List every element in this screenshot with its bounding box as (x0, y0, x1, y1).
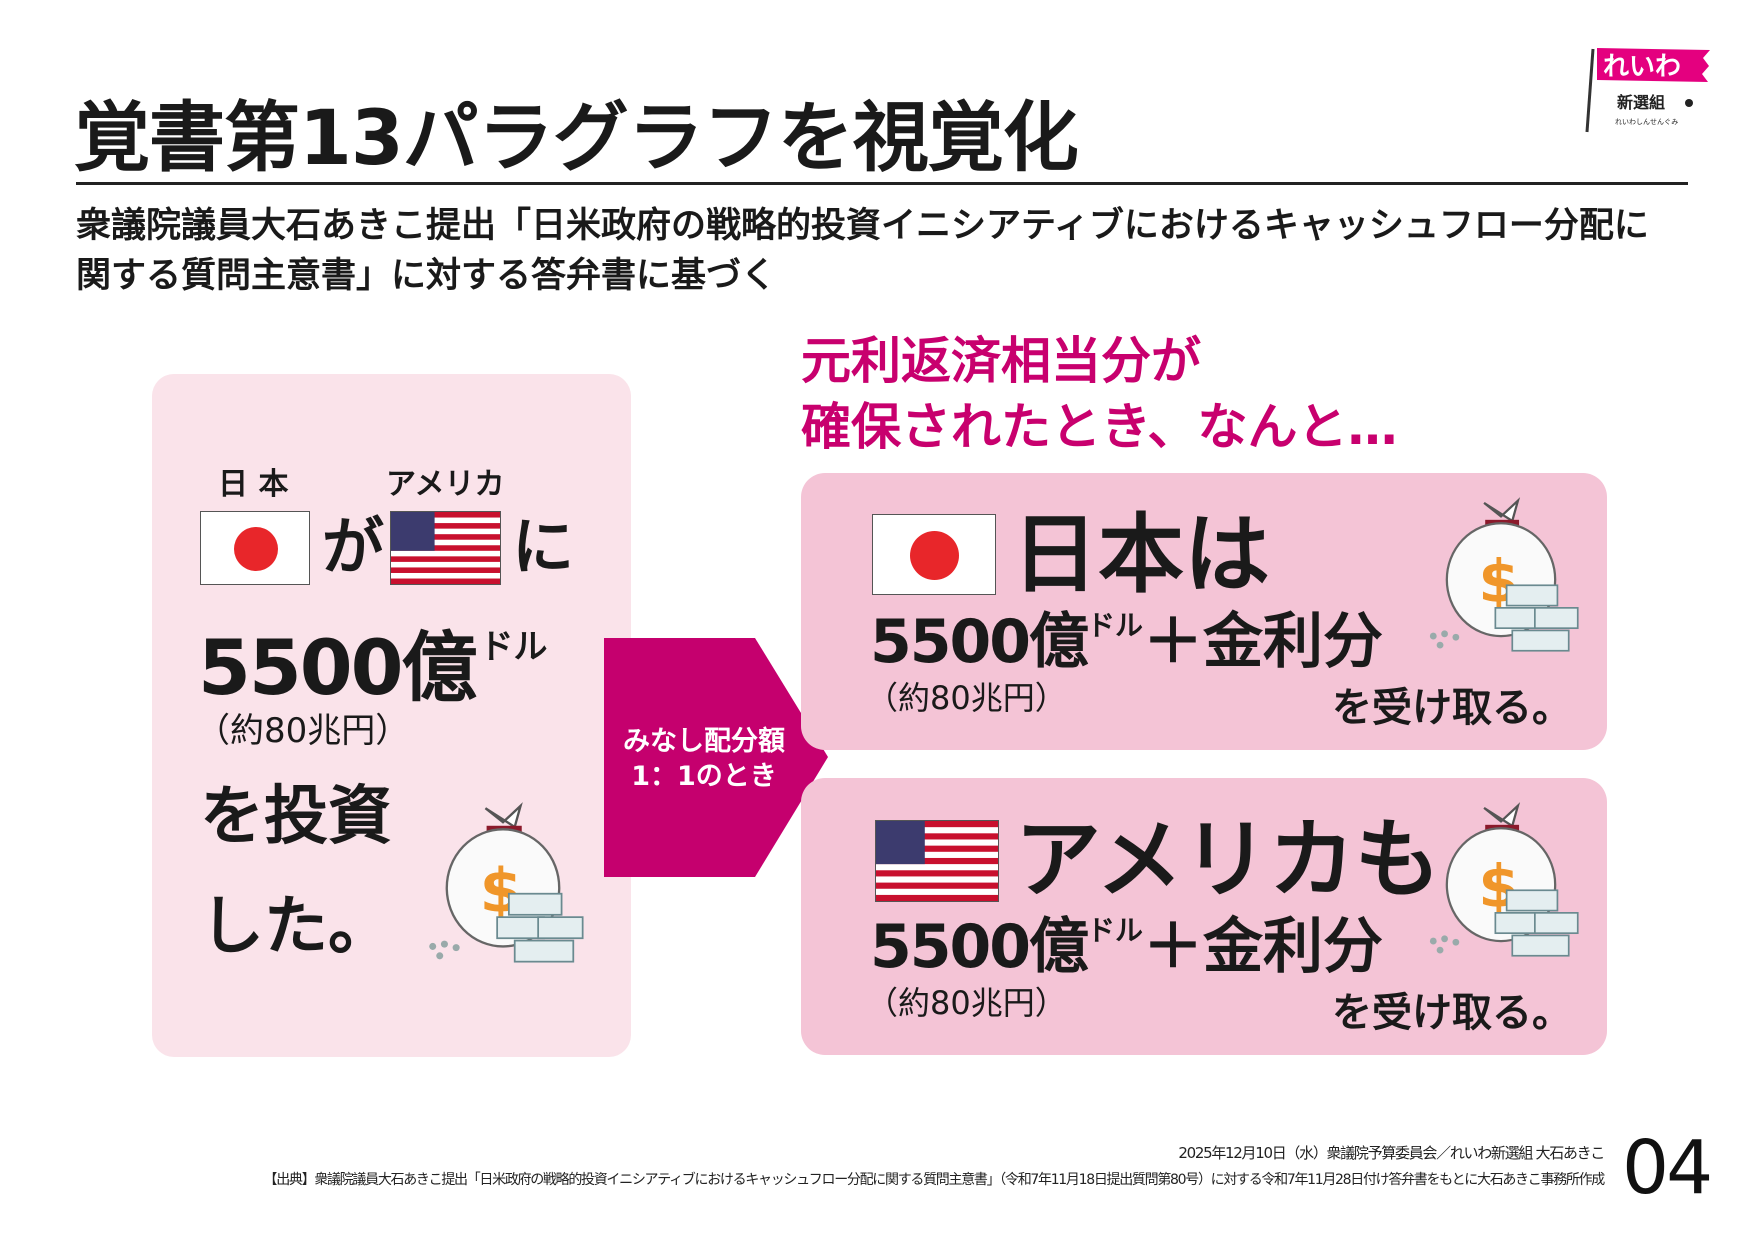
plus-interest: ＋金利分 (1143, 607, 1384, 677)
particle-ga: が (322, 510, 385, 583)
result-heading-line-2: 確保されたとき、なんと… (801, 398, 1398, 456)
usa-subject: アメリカも (1015, 810, 1441, 910)
japan-flag-icon (200, 511, 310, 585)
invest-text: を投資 (200, 780, 392, 854)
subtitle-line-2: 関する質問主意書」に対する答弁書に基づく (76, 256, 777, 296)
usa-amount: 5500億 ドル ＋金利分 (870, 912, 1384, 982)
arrow-label-line-1: みなし配分額 (623, 726, 785, 757)
usa-receive: を受け取る。 (1332, 990, 1572, 1036)
svg-text:新選組: 新選組 (1617, 93, 1665, 112)
subtitle-line-1: 衆議院議員大石あきこ提出「日米政府の戦略的投資イニシアティブにおけるキャッシュフ… (76, 206, 1649, 246)
japan-receive: を受け取る。 (1332, 685, 1572, 731)
yen-equivalent: （約80兆円） (196, 711, 410, 751)
investment-amount: 5500億 (198, 623, 478, 712)
did-text: した。 (200, 890, 392, 964)
result-heading-line-1: 元利返済相当分が (801, 332, 1201, 390)
reiwa-logo: れいわ 新選組 れいわしんせんぐみ (1585, 48, 1710, 133)
dollar-unit: ドル (479, 627, 548, 667)
usa-yen: （約80兆円） (866, 984, 1067, 1022)
dollar-unit: ドル (1087, 914, 1144, 947)
page-title: 覚書第13パラグラフを視覚化 (74, 93, 1079, 182)
money-bag-icon: $ (1429, 802, 1579, 957)
japan-yen: （約80兆円） (866, 679, 1067, 717)
japan-label: 日 本 (218, 467, 289, 502)
money-bag-icon: $ (429, 802, 584, 963)
usa-flag-icon (875, 820, 999, 902)
footer-date: 2025年12月10日（水）衆議院予算委員会／れいわ新選組 大石あきこ (1178, 1144, 1605, 1162)
svg-text:れいわ: れいわ (1603, 52, 1681, 82)
amount: 5500億 (870, 912, 1089, 982)
arrow-label-line-2: 1：1のとき (631, 761, 777, 792)
money-bag-icon: $ (1429, 497, 1579, 652)
america-label: アメリカ (386, 467, 505, 502)
usa-flag-icon (390, 511, 501, 585)
amount: 5500億 (870, 607, 1089, 677)
page-number: 04 (1622, 1125, 1713, 1211)
footer-source: 【出典】衆議院議員大石あきこ提出「日米政府の戦略的投資イニシアティブにおけるキャ… (263, 1172, 1606, 1188)
japan-flag-icon (872, 514, 996, 595)
svg-text:れいわしんせんぐみ: れいわしんせんぐみ (1615, 118, 1678, 126)
investment-amount-line: 5500億 ドル (198, 630, 548, 706)
arrow-label: みなし配分額 1：1のとき (604, 724, 804, 794)
title-divider (76, 182, 1688, 185)
arrow-shape (604, 638, 828, 877)
japan-amount: 5500億 ドル ＋金利分 (870, 607, 1384, 677)
dollar-unit: ドル (1087, 609, 1144, 642)
japan-subject: 日本は (1012, 505, 1270, 605)
particle-ni: に (512, 510, 575, 583)
plus-interest: ＋金利分 (1143, 912, 1384, 982)
